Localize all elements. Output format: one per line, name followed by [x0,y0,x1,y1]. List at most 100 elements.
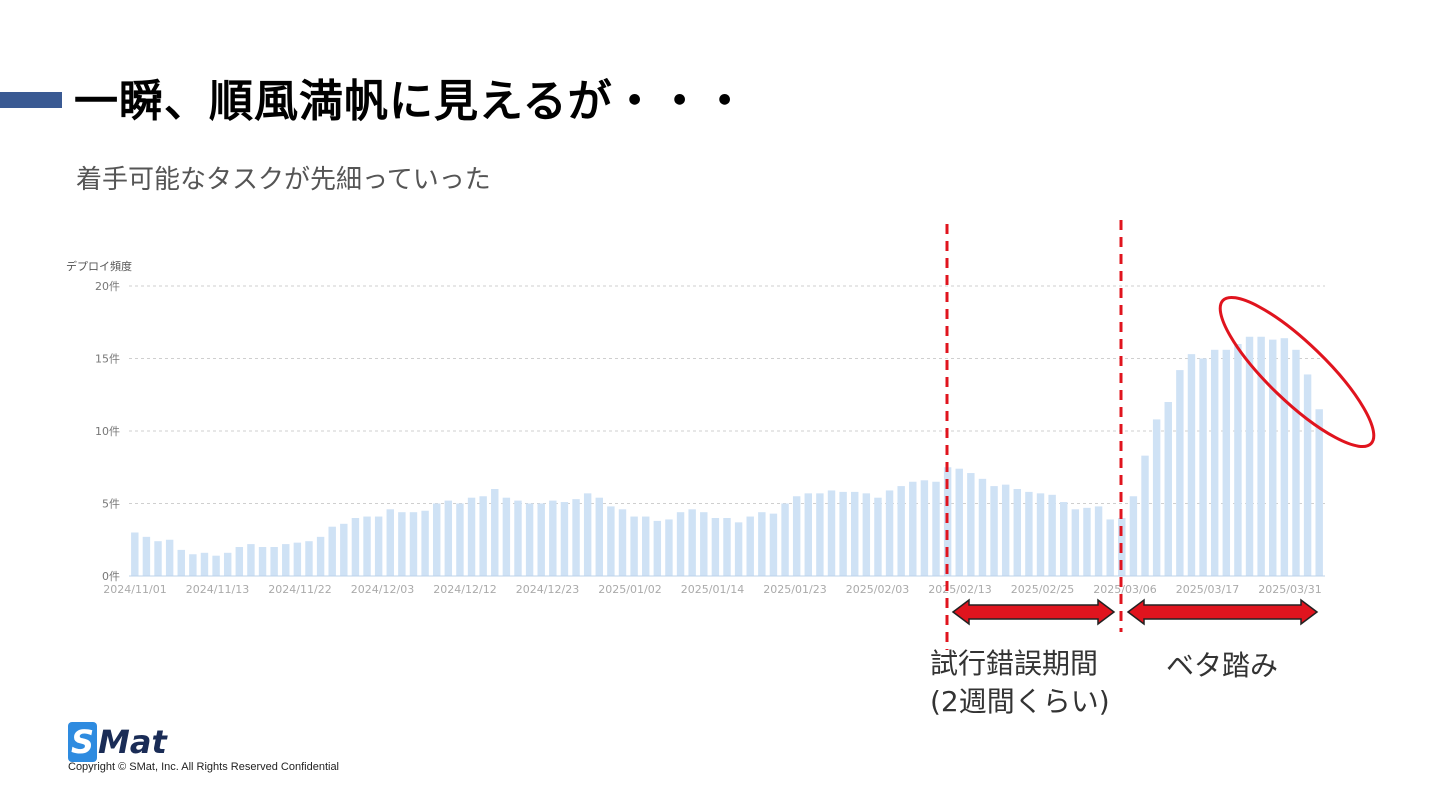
chart-bar [165,539,174,576]
chart-bar [560,502,569,576]
chart-bar [851,491,859,576]
chart-bar [862,493,871,576]
grid-layer [129,285,1325,504]
chart-bar [1245,336,1254,576]
chart-bar [1187,354,1196,576]
x-tick-label: 2024/11/13 [186,583,249,596]
chart-bar [885,490,894,576]
chart-bar [386,509,394,576]
chart-bar [676,512,685,576]
chart-bar [839,491,847,576]
chart-bar [1094,506,1103,576]
slide-title: 一瞬、順風満帆に見えるが・・・ [74,76,748,127]
chart-bar [920,480,929,576]
y-tick-label: 5件 [102,498,120,511]
chart-bar [340,523,348,576]
chart-bar [189,554,197,576]
chart-bar [734,522,743,576]
chart-bar [142,536,151,576]
chart-bar [932,481,940,576]
chart-bar [595,497,603,576]
chart-bar [374,516,383,576]
chart-bar [537,503,545,576]
chart-bar [444,500,453,576]
x-tick-label: 2025/01/23 [763,583,826,596]
copyright-text: Copyright © SMat, Inc. All Rights Reserv… [68,761,340,773]
y-axis-title: デプロイ頻度 [66,259,132,273]
x-tick-label: 2025/03/17 [1176,583,1239,596]
chart-bar [1071,509,1080,576]
chart-bar [955,468,963,576]
chart-bar [688,509,696,576]
chart-bar [1315,409,1323,576]
chart-bar [1176,370,1184,576]
chart-bar [1164,402,1172,576]
slide-subtitle: 着手可能なタスクが先細っていった [76,165,491,195]
chart-bar [665,519,673,576]
chart-bar [479,496,487,576]
chart-bar [491,489,499,576]
chart-bar [990,486,998,576]
chart-bar [1269,339,1277,576]
chart-bar [827,490,836,576]
chart-bar [618,509,627,576]
chart-bar [607,506,615,576]
chart-bar [549,500,557,576]
peak-highlight-ellipse [1218,295,1376,449]
chart-bar [1060,502,1068,576]
y-tick-label: 10件 [95,425,120,438]
chart-bar [131,532,139,576]
chart-bar [1257,336,1265,576]
chart-bar [1025,491,1033,576]
chart-bar [572,499,580,576]
chart-bar [258,547,267,576]
chart-bar [351,518,360,576]
x-tick-label: 2024/11/22 [268,583,331,596]
chart-bar [804,493,812,576]
annotation-layer [945,220,1376,650]
chart-bar [1152,419,1161,576]
chart-bar [514,500,522,576]
chart-bar [270,547,278,576]
chart-bar [154,541,162,576]
chart-bar [432,503,441,576]
x-tick-label: 2025/03/06 [1093,583,1156,596]
beta-period-arrow [1126,598,1319,626]
x-tick-label: 2025/01/14 [681,583,744,596]
chart-bar [1199,358,1207,576]
x-tick-label: 2024/12/03 [351,583,414,596]
chart-bar [1210,349,1219,576]
x-tick-label: 2024/11/01 [103,583,166,596]
chart-bar [642,516,650,576]
x-tick-label: 2025/02/03 [846,583,909,596]
chart-bar [1234,344,1242,576]
chart-bar [177,549,185,576]
chart-bar [316,536,325,576]
x-tick-label: 2025/02/25 [1011,583,1074,596]
chart-bar [398,512,406,576]
chart-bar [212,555,220,576]
logo-s-mark: S [68,722,98,762]
trial-period-sublabel: (2週間くらい) [930,685,1110,718]
trial-period-arrow [951,598,1116,626]
smat-logo: S Mat [68,722,167,762]
y-tick-label: 0件 [102,570,120,583]
chart-bar [583,493,592,576]
chart-bar [1013,489,1022,576]
chart-bar [223,552,232,576]
chart-bar [723,518,731,576]
chart-bar [363,516,371,576]
chart-bar [978,478,987,576]
chart-bar [1280,338,1289,576]
chart-bar [897,486,905,576]
chart-bar [711,518,720,576]
bars-layer [131,336,1323,576]
chart-bar [1129,496,1138,576]
chart-bar [909,481,917,576]
chart-bar [467,497,476,576]
chart-bar [1106,519,1114,576]
chart-bar [967,473,975,576]
chart-bar [293,542,302,576]
x-tick-label: 2024/12/12 [433,583,496,596]
chart-bar [421,510,429,576]
